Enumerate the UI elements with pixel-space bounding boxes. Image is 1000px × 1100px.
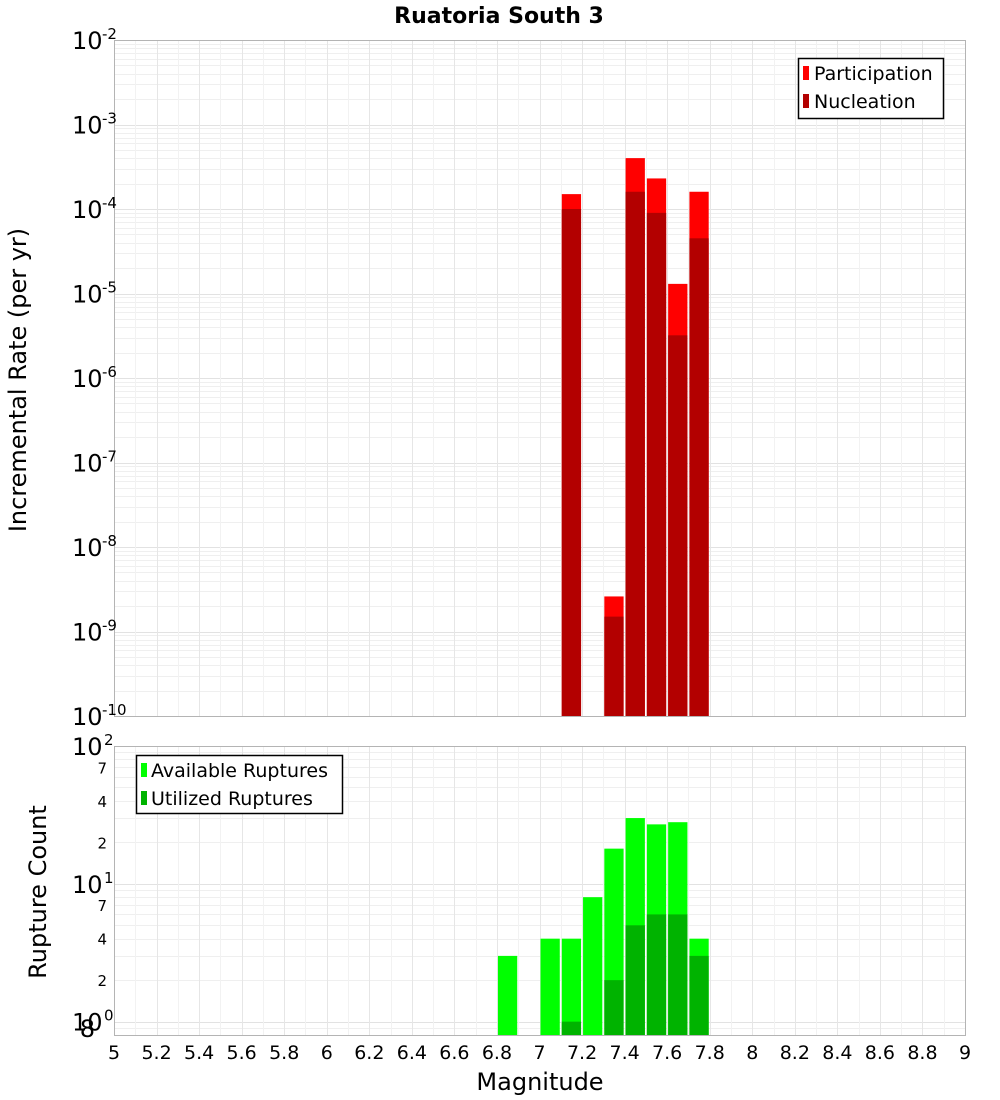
rate-grid [114, 40, 966, 717]
nucleation-bar [561, 209, 582, 716]
available-ruptures-bar [497, 955, 518, 1035]
available-ruptures-bar [561, 938, 582, 1035]
x-axis-label: Magnitude [476, 1068, 603, 1096]
utilized-ruptures-bar [625, 925, 645, 1035]
legend-label-available: Available Ruptures [151, 760, 328, 782]
x-tick-label: 8.8 [907, 1042, 937, 1064]
x-tick-label: 5 [108, 1042, 120, 1064]
count-legend-box [135, 754, 344, 815]
legend-swatch-participation [803, 66, 809, 80]
x-tick-label: 7.8 [695, 1042, 725, 1064]
x-tick-label: 9 [959, 1042, 971, 1064]
x-tick-label: 7.4 [609, 1042, 639, 1064]
count-y-minor-tick: 2 [97, 834, 107, 852]
count-y-minor-tick: 7 [97, 897, 107, 915]
count-y-minor-tick: 8 [80, 1015, 95, 1043]
chart-title: Ruatoria South 3 [394, 4, 604, 29]
count-y-tick-base: 10 [72, 1009, 103, 1037]
rate-y-tick-exp: -3 [102, 110, 117, 128]
count-bars [497, 818, 709, 1035]
rate-y-tick-base: 10 [72, 619, 103, 647]
rate-legend: Participation Nucleation [797, 57, 945, 120]
rate-legend-box [797, 57, 945, 120]
rate-y-tick-base: 10 [72, 703, 103, 731]
available-ruptures-bar [540, 938, 560, 1035]
utilized-ruptures-bar [604, 980, 624, 1035]
rate-y-tick-exp: -4 [102, 194, 117, 212]
rate-y-tick-exp: -9 [102, 617, 117, 635]
count-y-tick-exp: 0 [104, 1007, 114, 1025]
rate-y-tick-base: 10 [72, 281, 103, 309]
x-tick-label: 6.6 [439, 1042, 469, 1064]
x-tick-label: 7.2 [567, 1042, 597, 1064]
count-y-minor-tick: 4 [97, 793, 107, 811]
count-plot-border [114, 746, 966, 1036]
legend-swatch-utilized [141, 791, 147, 805]
count-y-axis-label: Rupture Count [24, 805, 52, 979]
rate-panel: 10-210-310-410-510-610-710-810-910-10 In… [4, 25, 966, 731]
rate-y-tick-exp: -5 [102, 279, 117, 297]
legend-swatch-nucleation [803, 94, 809, 108]
rate-y-tick-exp: -2 [102, 25, 117, 43]
x-tick-label: 8 [746, 1042, 758, 1064]
rate-y-tick-base: 10 [72, 365, 103, 393]
x-tick-label: 5.2 [141, 1042, 171, 1064]
x-tick-label: 5.6 [227, 1042, 257, 1064]
x-tick-label: 5.8 [269, 1042, 299, 1064]
count-y-tick-exp: 1 [104, 869, 114, 887]
legend-swatch-available [141, 763, 147, 777]
rate-y-tick-exp: -6 [102, 363, 117, 381]
count-y-tick-exp: 2 [104, 731, 114, 749]
x-tick-label: 7 [533, 1042, 545, 1064]
count-y-tick-base: 10 [72, 871, 103, 899]
count-y-tick-base: 10 [72, 733, 103, 761]
rate-plot-border [114, 40, 966, 717]
rate-y-tick-base: 10 [72, 196, 103, 224]
x-tick-label: 7.6 [652, 1042, 682, 1064]
utilized-ruptures-bar [646, 914, 667, 1035]
nucleation-bar [668, 335, 688, 716]
rate-y-tick-base: 10 [72, 112, 103, 140]
nucleation-bar [604, 616, 624, 716]
nucleation-bar [625, 191, 645, 717]
count-legend: Available Ruptures Utilized Ruptures [135, 754, 344, 815]
rate-y-axis-label: Incremental Rate (per yr) [4, 228, 32, 532]
legend-label-nucleation: Nucleation [814, 91, 916, 113]
rate-y-tick-exp: -10 [102, 701, 127, 719]
count-y-minor-tick: 7 [97, 759, 107, 777]
legend-label-participation: Participation [814, 63, 933, 85]
x-tick-label: 6.8 [482, 1042, 512, 1064]
x-tick-label: 6 [321, 1042, 333, 1064]
x-tick-label: 8.6 [865, 1042, 895, 1064]
x-tick-label: 6.4 [397, 1042, 427, 1064]
nucleation-bar [689, 238, 709, 717]
count-y-minor-tick: 4 [97, 931, 107, 949]
nucleation-bar [646, 212, 667, 716]
count-y-minor-tick: 2 [97, 972, 107, 990]
x-tick-label: 8.4 [822, 1042, 852, 1064]
rate-y-ticks: 10-210-310-410-510-610-710-810-910-10 [72, 25, 127, 731]
legend-label-utilized: Utilized Ruptures [151, 788, 313, 810]
utilized-ruptures-bar [689, 955, 709, 1035]
x-tick-label: 5.4 [184, 1042, 214, 1064]
rate-bars [561, 158, 709, 717]
magnitude-x-ticks: 5 5.2 5.4 5.6 5.8 6 6.2 6.4 6.6 6.8 7 7.2 7.4 7.6 7.8 8… [108, 1042, 971, 1064]
x-tick-label: 8.2 [780, 1042, 810, 1064]
x-tick-label: 6.2 [354, 1042, 384, 1064]
utilized-ruptures-bar [668, 914, 688, 1035]
rate-y-tick-exp: -8 [102, 532, 117, 550]
rate-y-tick-exp: -7 [102, 448, 117, 466]
rate-y-tick-base: 10 [72, 534, 103, 562]
available-ruptures-bar [583, 897, 603, 1035]
utilized-ruptures-bar [561, 1021, 582, 1035]
rate-y-tick-base: 10 [72, 27, 103, 55]
rate-y-tick-base: 10 [72, 450, 103, 478]
